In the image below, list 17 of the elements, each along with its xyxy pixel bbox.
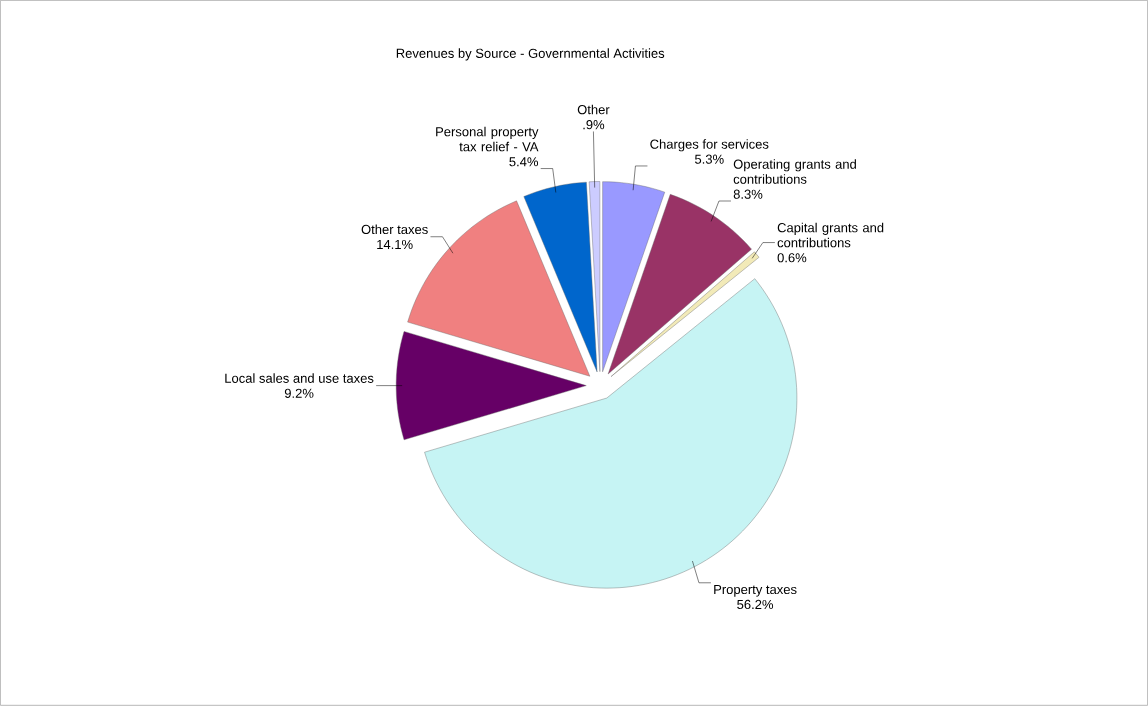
- slice-label: Capital grants and contributions: [777, 222, 884, 248]
- slice-label: Charges for services: [650, 139, 769, 152]
- slice-label: Local sales and use taxes: [225, 373, 374, 384]
- data-label: .9%: [583, 120, 605, 130]
- data-label: 8.3%: [733, 189, 763, 199]
- data-label: 9.2%: [284, 388, 314, 399]
- data-label: 5.3%: [694, 154, 724, 164]
- slice-label: Operating grants and contributions: [733, 159, 856, 184]
- slice-label: Personal property tax relief - VA: [436, 126, 539, 152]
- slice-label: Other: [577, 104, 610, 115]
- data-label: 5.4%: [509, 157, 539, 167]
- data-label: 56.2%: [737, 600, 774, 610]
- slice-label: Other taxes: [361, 224, 428, 235]
- data-label: 0.6%: [777, 253, 807, 263]
- data-label: 14.1%: [377, 240, 413, 250]
- chart-title: Revenues by Source - Governmental Activities: [396, 48, 665, 61]
- slice-label: Property taxes: [714, 585, 797, 597]
